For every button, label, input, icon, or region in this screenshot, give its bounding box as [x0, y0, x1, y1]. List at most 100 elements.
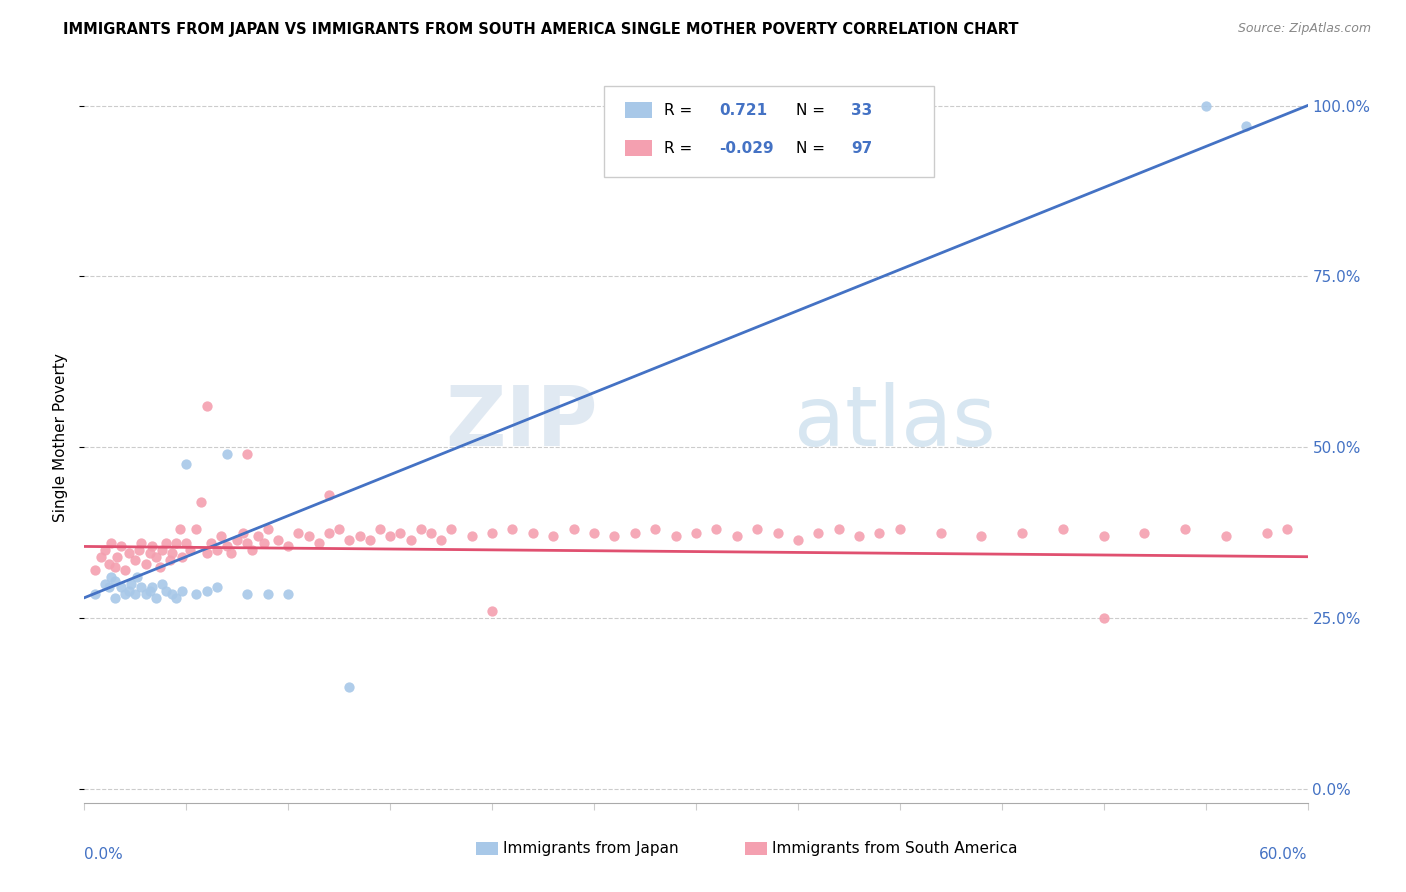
Point	[97, 581, 120, 595]
Point	[889, 522, 911, 536]
Point	[135, 587, 157, 601]
Point	[169, 522, 191, 536]
Point	[807, 525, 830, 540]
Point	[205, 581, 228, 595]
Point	[114, 563, 136, 577]
Point	[359, 533, 381, 547]
Point	[172, 549, 194, 564]
Point	[165, 591, 187, 605]
Point	[83, 587, 105, 601]
Point	[155, 536, 177, 550]
Point	[430, 533, 453, 547]
Point	[145, 591, 167, 605]
Point	[90, 549, 112, 564]
Text: Immigrants from Japan: Immigrants from Japan	[503, 841, 678, 856]
Point	[138, 546, 160, 560]
Point	[226, 533, 249, 547]
Point	[236, 587, 259, 601]
Point	[1215, 529, 1237, 543]
Point	[195, 583, 218, 598]
Point	[1092, 529, 1115, 543]
Point	[562, 522, 585, 536]
Point	[267, 533, 290, 547]
Point	[110, 540, 132, 554]
Point	[246, 529, 269, 543]
Point	[828, 522, 851, 536]
Point	[128, 542, 150, 557]
Point	[217, 447, 239, 461]
Point	[186, 587, 208, 601]
Point	[124, 587, 146, 601]
Y-axis label: Single Mother Poverty: Single Mother Poverty	[53, 352, 69, 522]
Point	[93, 542, 115, 557]
Point	[328, 522, 350, 536]
Point	[159, 553, 181, 567]
Point	[339, 533, 361, 547]
Point	[1133, 525, 1156, 540]
Text: R =: R =	[664, 141, 692, 156]
FancyBboxPatch shape	[475, 842, 498, 855]
Point	[149, 560, 172, 574]
Point	[368, 522, 391, 536]
Point	[160, 587, 183, 601]
Point	[287, 525, 309, 540]
Text: 33: 33	[851, 103, 873, 118]
Text: 0.721: 0.721	[720, 103, 768, 118]
Point	[970, 529, 993, 543]
Text: atlas: atlas	[794, 382, 995, 463]
Point	[172, 583, 194, 598]
Text: IMMIGRANTS FROM JAPAN VS IMMIGRANTS FROM SOUTH AMERICA SINGLE MOTHER POVERTY COR: IMMIGRANTS FROM JAPAN VS IMMIGRANTS FROM…	[63, 22, 1019, 37]
Point	[131, 536, 153, 550]
Point	[583, 525, 606, 540]
Point	[440, 522, 463, 536]
Point	[104, 574, 127, 588]
Point	[522, 525, 544, 540]
Point	[339, 680, 361, 694]
Point	[100, 536, 122, 550]
FancyBboxPatch shape	[745, 842, 766, 855]
Point	[110, 581, 132, 595]
Point	[209, 529, 232, 543]
Point	[277, 587, 299, 601]
Point	[685, 525, 707, 540]
FancyBboxPatch shape	[626, 102, 652, 118]
Point	[1011, 525, 1033, 540]
Point	[308, 536, 330, 550]
Point	[848, 529, 870, 543]
Point	[502, 522, 524, 536]
Text: 60.0%: 60.0%	[1260, 847, 1308, 862]
Point	[118, 583, 141, 598]
Point	[97, 557, 120, 571]
Text: N =: N =	[796, 103, 825, 118]
Point	[644, 522, 666, 536]
Point	[1195, 98, 1218, 112]
Point	[232, 525, 254, 540]
Point	[257, 522, 280, 536]
Point	[174, 458, 197, 472]
Text: ZIP: ZIP	[446, 382, 598, 463]
Point	[1236, 119, 1258, 133]
Point	[219, 546, 242, 560]
Text: -0.029: -0.029	[720, 141, 773, 156]
Point	[141, 540, 163, 554]
Point	[240, 542, 263, 557]
FancyBboxPatch shape	[605, 86, 935, 178]
Text: Immigrants from South America: Immigrants from South America	[772, 841, 1018, 856]
Point	[1174, 522, 1197, 536]
Point	[929, 525, 952, 540]
Point	[83, 563, 105, 577]
Point	[481, 525, 503, 540]
Point	[389, 525, 412, 540]
Point	[420, 525, 443, 540]
Point	[200, 536, 222, 550]
Point	[481, 604, 503, 618]
Point	[298, 529, 321, 543]
Point	[236, 447, 259, 461]
Point	[766, 525, 789, 540]
Text: N =: N =	[796, 141, 825, 156]
Point	[120, 577, 142, 591]
Point	[217, 540, 239, 554]
Point	[105, 549, 128, 564]
Point	[787, 533, 810, 547]
Point	[124, 553, 146, 567]
